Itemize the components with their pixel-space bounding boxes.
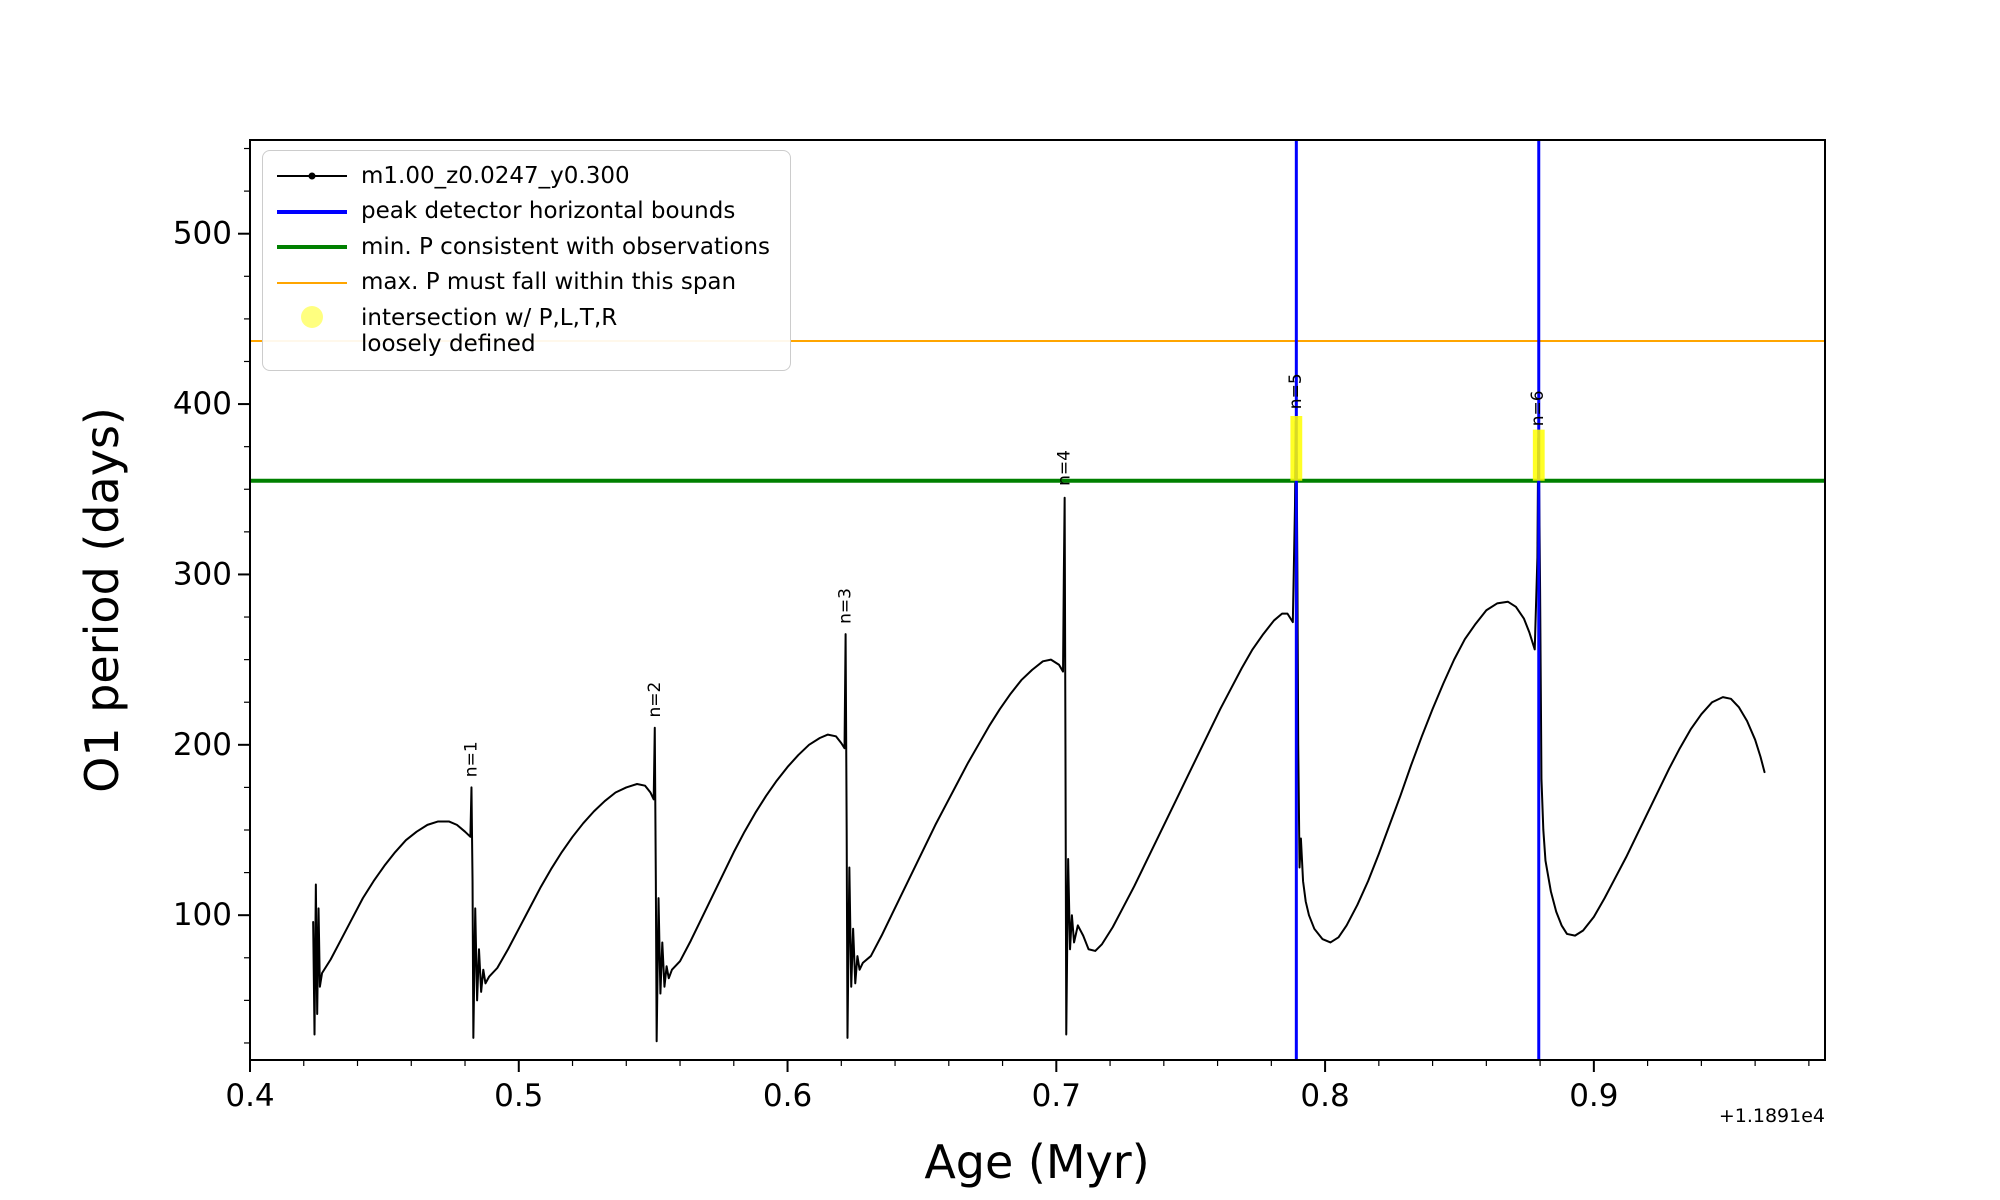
x-axis-offset-text: +1.1891e4 [1719, 1105, 1825, 1127]
peak-label-n=4: n=4 [1055, 450, 1075, 486]
legend-label: m1.00_z0.0247_y0.300 [361, 163, 630, 189]
y-tick-label: 200 [173, 727, 232, 763]
legend-label: max. P must fall within this span [361, 269, 737, 296]
y-axis-label: O1 period (days) [75, 407, 129, 793]
min-p-swatch [277, 235, 347, 259]
peak-bounds-swatch [277, 200, 347, 224]
x-tick-label: 0.7 [1032, 1078, 1081, 1114]
x-tick-label: 0.5 [494, 1078, 543, 1114]
plot-border [249, 139, 1826, 1061]
x-tick-label: 0.8 [1300, 1078, 1349, 1114]
legend: m1.00_z0.0247_y0.300 peak detector horiz… [262, 150, 792, 371]
intersection-dot-swatch [277, 305, 347, 329]
legend-label: min. P consistent with observations [361, 233, 771, 260]
max-p-swatch [277, 271, 347, 295]
y-tick-label: 300 [173, 556, 232, 592]
legend-item-min-p: min. P consistent with observations [277, 234, 770, 260]
axes-layer: 0.4 0.5 0.6 0.7 0.8 0.9 100 200 300 400 500 [173, 139, 1826, 1114]
legend-item-peak-bounds: peak detector horizontal bounds [277, 198, 770, 224]
series-line [312, 420, 1766, 1043]
legend-label-line1: intersection w/ P,L,T,R [361, 304, 618, 331]
peak-label-n=3: n=3 [836, 588, 856, 624]
y-tick-label: 500 [173, 216, 232, 252]
x-axis-label: Age (Myr) [924, 1135, 1149, 1189]
y-tick-label: 100 [173, 897, 232, 933]
intersection-patch-1 [1532, 429, 1545, 481]
intersection-patch-0 [1290, 416, 1303, 481]
legend-label: intersection w/ P,L,T,R loosely defined [361, 305, 617, 358]
peak-label-n=1: n=1 [461, 741, 481, 777]
peak-label-n=2: n=2 [645, 682, 665, 718]
peak-label-n=6: n=6 [1528, 390, 1548, 426]
x-tick-label: 0.9 [1569, 1078, 1618, 1114]
x-tick-label: 0.6 [763, 1078, 812, 1114]
y-tick-label: 400 [173, 386, 232, 422]
highlight-patches [1290, 416, 1545, 481]
x-tick-label: 0.4 [225, 1078, 274, 1114]
legend-item-series: m1.00_z0.0247_y0.300 [277, 163, 770, 189]
series-line-swatch [277, 164, 347, 188]
series-layer [312, 420, 1766, 1043]
legend-item-intersection: intersection w/ P,L,T,R loosely defined [277, 305, 770, 358]
peak-labels: n=1 n=2 n=3 n=4 n=5 n=6 [461, 373, 1548, 777]
legend-label-line2: loosely defined [361, 331, 536, 358]
peak-label-n=5: n=5 [1286, 373, 1306, 409]
legend-label: peak detector horizontal bounds [361, 198, 736, 225]
legend-item-max-p: max. P must fall within this span [277, 269, 770, 295]
